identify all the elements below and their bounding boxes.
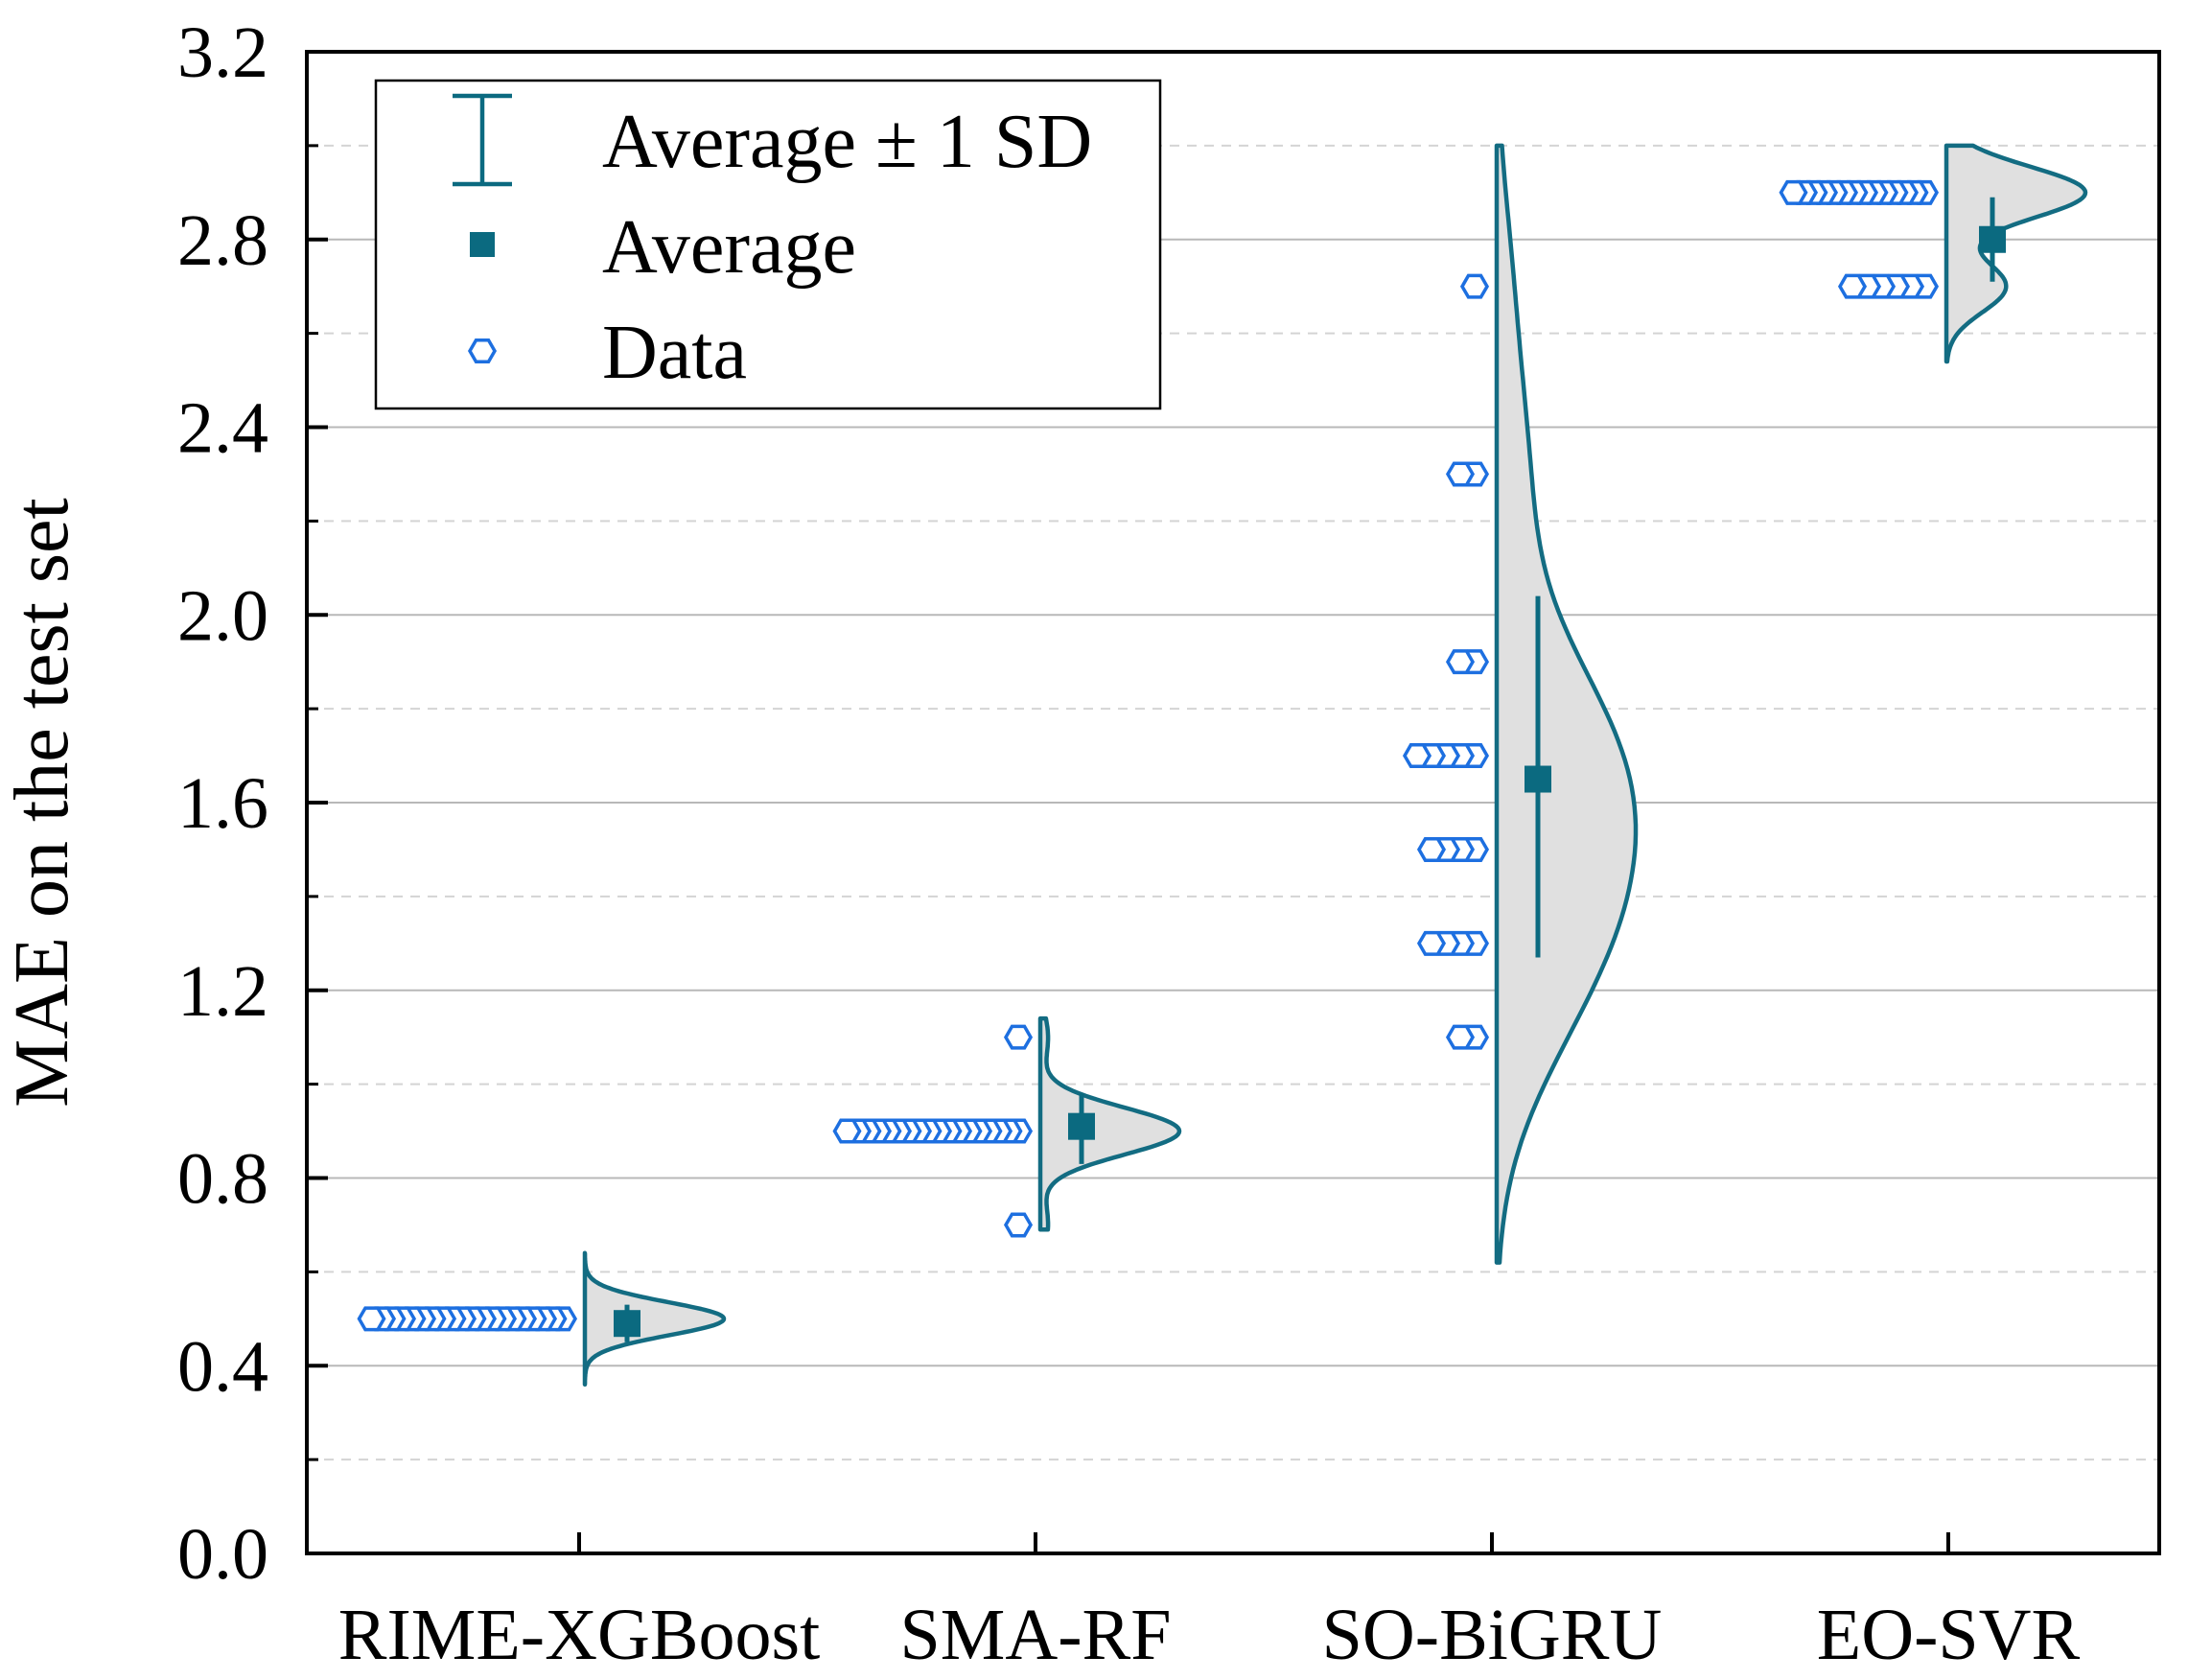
violin-sma-rf: [1037, 1015, 1182, 1232]
x-tick-label: RIME-XGBoost: [338, 1595, 820, 1675]
y-tick-label: 2.4: [177, 388, 268, 469]
data-point: [1459, 273, 1490, 299]
x-tick-label: EO-SVR: [1817, 1595, 2081, 1675]
legend-hexagon-icon: [467, 338, 498, 364]
x-tick-label: SO-BiGRU: [1322, 1595, 1663, 1675]
y-tick-label: 3.2: [177, 12, 268, 93]
y-tick-label: 0.8: [177, 1139, 268, 1220]
legend-square-icon: [470, 232, 495, 257]
violin-so-bigru: [1494, 143, 1639, 1265]
mean-marker: [1525, 765, 1551, 793]
data-point: [1003, 1024, 1034, 1050]
data-point: [1402, 743, 1432, 769]
mean-marker: [1979, 225, 2006, 253]
legend-label: Data: [602, 311, 747, 395]
axes: 0.0 0.4 0.8 1.2 1.6 2.0 2.4 2.8 3.2 RIME-XGBoost S…: [177, 12, 2081, 1675]
violins: [582, 143, 2088, 1388]
data-point: [1445, 461, 1476, 487]
y-axis-title: MAE on the test set: [0, 498, 84, 1107]
y-tick-label: 2.0: [177, 575, 268, 656]
legend-label: Average: [602, 205, 856, 290]
legend: Average ± 1 SD Average Data: [374, 79, 1162, 410]
data-point: [1445, 649, 1476, 675]
y-tick-label: 0.4: [177, 1326, 268, 1407]
y-tick-label: 1.2: [177, 951, 268, 1032]
violin-eo-svr: [1944, 143, 2088, 364]
y-tick-label: 0.0: [177, 1514, 268, 1595]
x-tick-label: SMA-RF: [900, 1595, 1172, 1675]
y-tick-label: 1.6: [177, 763, 268, 844]
mean-sd-markers: [614, 197, 2006, 1342]
legend-box: [374, 79, 1162, 410]
data-point: [1416, 836, 1447, 862]
legend-label: Average ± 1 SD: [602, 100, 1092, 184]
mean-marker: [614, 1310, 640, 1338]
data-point: [1416, 930, 1447, 956]
data-point: [832, 1118, 862, 1144]
data-point: [357, 1306, 386, 1332]
data-point: [1779, 179, 1808, 205]
data-point: [1445, 1024, 1476, 1050]
y-tick-label: 2.8: [177, 200, 268, 281]
data-point: [1003, 1212, 1034, 1238]
mean-marker: [1068, 1112, 1095, 1140]
data-point: [1837, 273, 1868, 299]
data-points: [357, 179, 1940, 1332]
violin-rime-xgboost: [582, 1250, 727, 1388]
